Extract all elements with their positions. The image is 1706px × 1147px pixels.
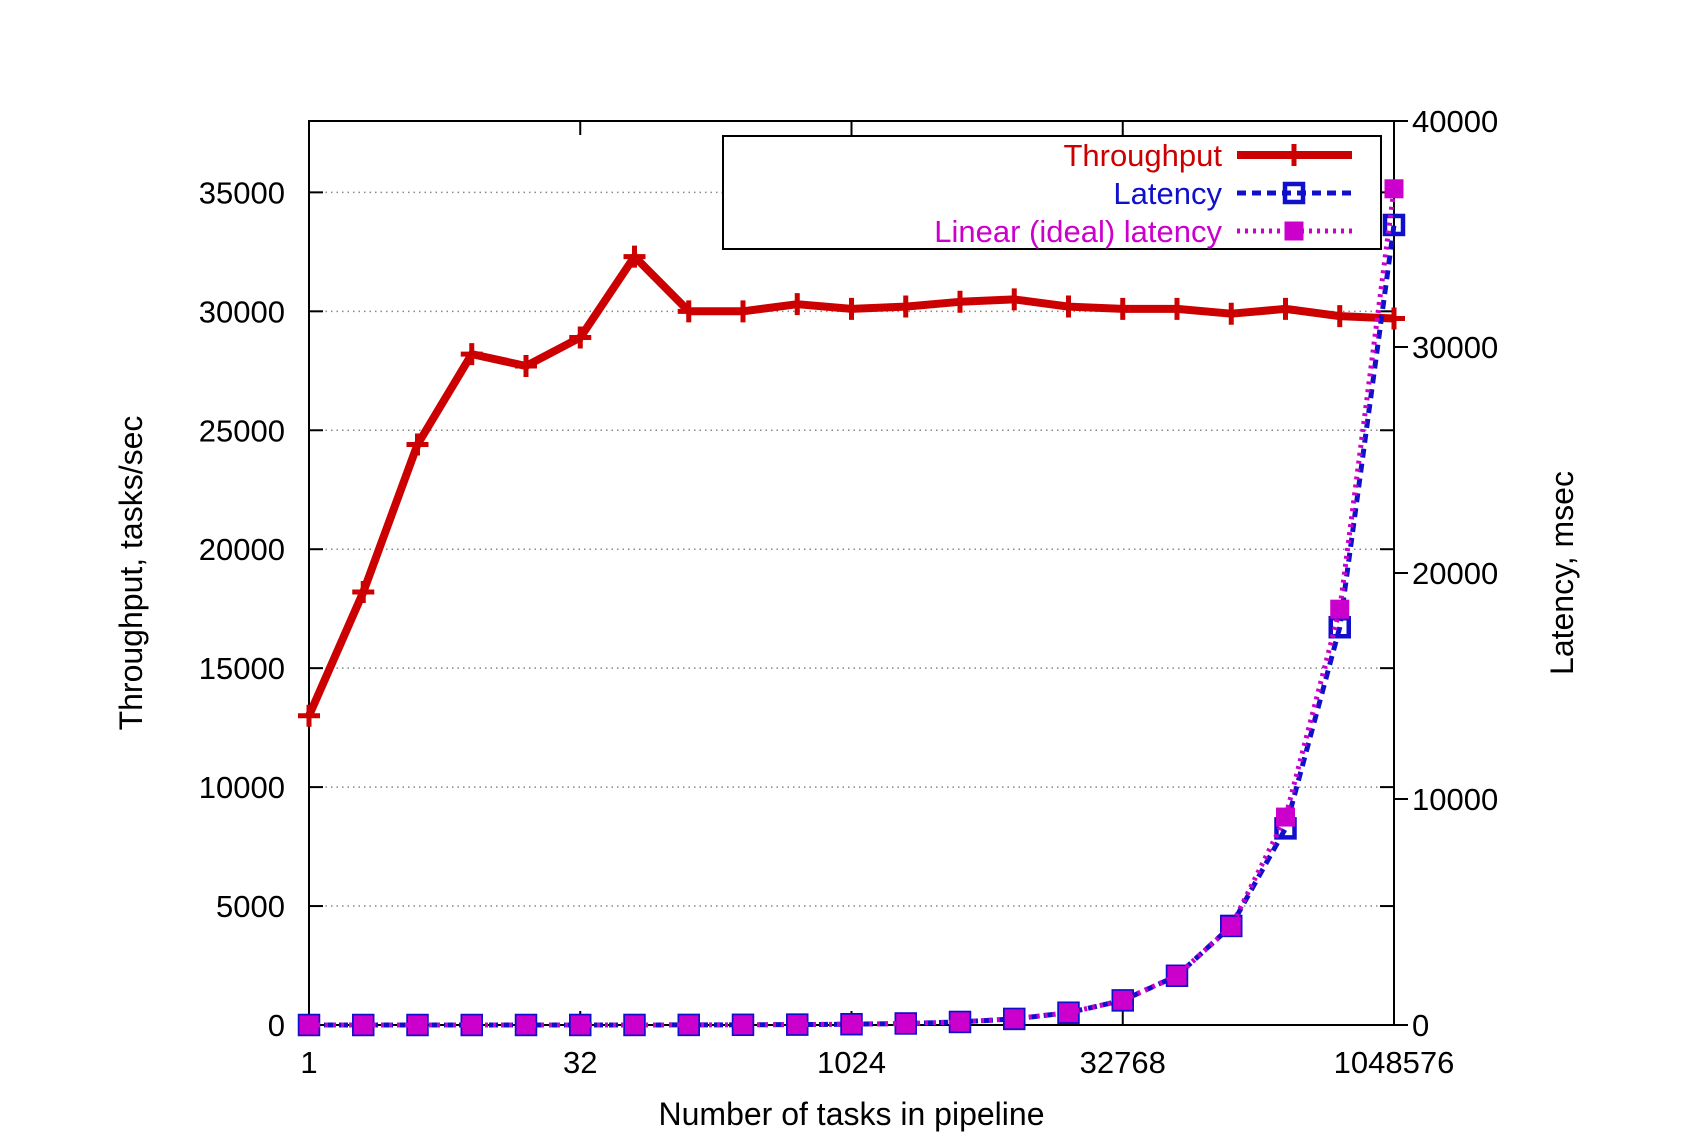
y2-tick-label: 40000 <box>1412 104 1498 139</box>
data-point-linear-ideal-latency <box>462 1015 482 1035</box>
data-point-linear-ideal-latency <box>1059 1003 1078 1023</box>
data-point-throughput <box>949 290 971 313</box>
data-point-linear-ideal-latency <box>625 1015 644 1035</box>
y-tick-label: 5000 <box>216 889 285 924</box>
data-point-linear-ideal-latency <box>896 1013 916 1033</box>
data-point-linear-ideal-latency <box>299 1015 319 1035</box>
y2-tick-label: 10000 <box>1412 782 1498 817</box>
x-tick-label: 1048576 <box>1334 1045 1455 1080</box>
series-latency <box>297 213 1406 1037</box>
data-point-linear-ideal-latency <box>1276 807 1295 827</box>
series-throughput <box>298 245 1405 727</box>
series-layer <box>297 179 1406 1037</box>
data-point-linear-ideal-latency <box>1167 966 1187 986</box>
x-tick-label: 1024 <box>817 1045 886 1080</box>
data-point-linear-ideal-latency <box>516 1015 536 1035</box>
y2-axis-title: Latency, msec <box>1544 471 1580 675</box>
y-tick-label: 10000 <box>199 770 285 805</box>
data-point-throughput <box>732 300 754 323</box>
data-point-linear-ideal-latency <box>1004 1009 1024 1029</box>
data-point-throughput <box>515 355 537 378</box>
data-point-throughput <box>840 297 863 320</box>
y2-tick-label: 20000 <box>1412 556 1498 591</box>
legend-samples <box>1237 144 1352 241</box>
data-point-throughput <box>1220 302 1243 325</box>
legend-sample-marker-latency <box>1282 181 1306 205</box>
data-point-throughput <box>298 704 320 727</box>
data-point-linear-ideal-latency <box>733 1015 753 1035</box>
x-axis-title: Number of tasks in pipeline <box>659 1096 1045 1132</box>
x-tick-label: 32 <box>563 1045 597 1080</box>
data-point-linear-ideal-latency <box>408 1015 427 1035</box>
y-tick-label: 15000 <box>199 651 285 686</box>
y-tick-label: 20000 <box>199 532 285 567</box>
plot-frame <box>308 120 1395 1026</box>
y-tick-label: 25000 <box>199 413 285 448</box>
data-point-linear-ideal-latency <box>787 1015 807 1035</box>
data-point-throughput <box>352 581 375 604</box>
data-point-linear-ideal-latency <box>570 1015 590 1035</box>
data-point-throughput <box>460 343 483 366</box>
data-point-throughput <box>623 245 646 268</box>
legend-sample-marker-linear-ideal-latency <box>1284 221 1304 241</box>
data-point-throughput <box>1003 288 1026 311</box>
legend-label-linear-latency: Linear (ideal) latency <box>934 214 1222 249</box>
series-line-throughput <box>305 252 1395 718</box>
data-point-latency <box>1382 213 1406 237</box>
data-point-throughput <box>677 300 700 323</box>
data-point-throughput <box>894 295 917 318</box>
legend: Throughput Latency Linear (ideal) latenc… <box>722 135 1382 250</box>
legend-label-latency: Latency <box>1113 176 1222 211</box>
x-tick-label: 1 <box>300 1045 317 1080</box>
y2-tick-label: 0 <box>1412 1008 1429 1043</box>
data-point-throughput <box>786 293 809 316</box>
data-point-throughput <box>1383 307 1405 330</box>
data-point-linear-ideal-latency <box>1113 990 1133 1010</box>
y-tick-label: 35000 <box>199 175 285 210</box>
data-point-linear-ideal-latency <box>353 1015 373 1035</box>
data-point-linear-ideal-latency <box>842 1014 861 1034</box>
y-tick-label: 0 <box>268 1008 285 1043</box>
data-point-throughput <box>569 326 592 349</box>
series-linear-ideal-latency <box>299 179 1404 1035</box>
data-point-throughput <box>1111 297 1134 320</box>
data-point-linear-ideal-latency <box>1384 179 1404 199</box>
data-point-linear-ideal-latency <box>679 1015 699 1035</box>
legend-label-throughput: Throughput <box>1063 138 1222 173</box>
data-point-linear-ideal-latency <box>1221 916 1241 936</box>
data-point-linear-ideal-latency <box>1330 599 1350 619</box>
data-point-throughput <box>1166 297 1188 320</box>
data-point-linear-ideal-latency <box>950 1012 970 1032</box>
data-point-throughput <box>1274 297 1297 320</box>
data-point-throughput <box>1328 305 1351 328</box>
x-tick-label: 32768 <box>1080 1045 1166 1080</box>
tick-layer: 0 5000 10000 15000 20000 25000 30000 35000 0 1000… <box>199 104 1498 1080</box>
data-point-throughput <box>406 433 429 456</box>
y-tick-label: 30000 <box>199 294 285 329</box>
legend-sample-marker-throughput <box>1283 144 1305 166</box>
y2-tick-label: 30000 <box>1412 330 1498 365</box>
y-axis-title: Throughput, tasks/sec <box>113 416 149 731</box>
data-point-throughput <box>1057 295 1080 318</box>
